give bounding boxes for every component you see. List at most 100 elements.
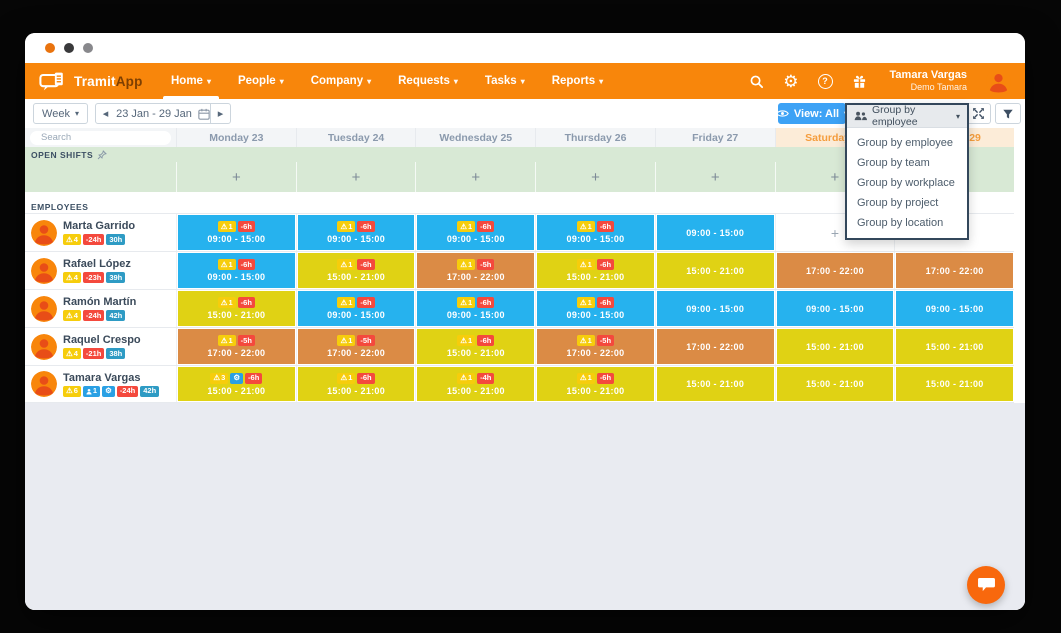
shift-cell[interactable]: ⚠ 1 -6h 09:00 - 15:00 [537, 291, 654, 326]
employee-name: Raquel Crespo [63, 334, 141, 346]
shift-cell[interactable]: ⚠ 1 -6h 15:00 - 21:00 [297, 367, 415, 401]
day-cell-slot: 15:00 - 21:00 [654, 252, 775, 289]
shift-cell[interactable]: ⚠ 1 -6h 09:00 - 15:00 [417, 215, 535, 250]
window-close-button[interactable] [45, 43, 55, 53]
employee-name: Marta Garrido [63, 220, 136, 232]
chat-widget-button[interactable] [967, 566, 1005, 604]
pin-icon[interactable] [97, 149, 108, 160]
nav-item-tasks[interactable]: Tasks ▾ [485, 63, 525, 99]
group-by-option-workplace[interactable]: Group by workplace [857, 177, 955, 189]
shift-cell[interactable]: ⚠ 1 -5h 17:00 - 22:00 [297, 329, 415, 364]
search-icon[interactable] [749, 74, 764, 89]
user-avatar[interactable] [986, 68, 1011, 94]
user-subtitle: Demo Tamara [910, 82, 967, 93]
next-week-button[interactable]: ▸ [210, 103, 231, 124]
shift-cell[interactable]: ⚠ 1 -6h 09:00 - 15:00 [297, 291, 415, 326]
window-zoom-button[interactable] [83, 43, 93, 53]
shift-cell[interactable]: 09:00 - 15:00 [896, 291, 1013, 326]
employee-cell[interactable]: Rafael López ⚠ 4 -23h 39h [25, 252, 176, 289]
group-by-option-project[interactable]: Group by project [857, 197, 939, 209]
shift-cell[interactable]: ⚠ 1 -6h 09:00 - 15:00 [178, 215, 295, 250]
shift-cell[interactable]: ⚠ 1 -6h 09:00 - 15:00 [178, 253, 295, 288]
add-open-shift-button[interactable]: + [654, 162, 775, 192]
gift-icon[interactable] [852, 74, 867, 89]
shift-cell[interactable]: ⚠ 1 -6h 09:00 - 15:00 [537, 215, 654, 250]
nav-item-reports[interactable]: Reports ▾ [552, 63, 603, 99]
warning-icon: ⚠ [220, 259, 228, 269]
period-selector-button[interactable]: Week ▾ [33, 103, 88, 124]
previous-week-button[interactable]: ◂ [95, 103, 116, 124]
shift-badges: ⚠ 1 -6h [217, 297, 255, 308]
group-by-option-employee[interactable]: Group by employee [857, 137, 953, 149]
shift-cell[interactable]: ⚠ 1 -6h 15:00 - 21:00 [178, 291, 295, 326]
nav-item-requests[interactable]: Requests ▾ [398, 63, 458, 99]
shift-cell[interactable]: 17:00 - 22:00 [896, 253, 1013, 288]
day-cell-slot: ⚠ 1 -6h 15:00 - 21:00 [295, 252, 416, 289]
search-input[interactable] [30, 130, 171, 145]
employee-cell[interactable]: Raquel Crespo ⚠ 4 -21h 38h [25, 328, 176, 365]
app-window: TramitApp Home ▾ People ▾ Company ▾ Requests ▾ T… [25, 33, 1025, 610]
negative-hours-badge: -6h [477, 297, 495, 308]
nav-item-home[interactable]: Home ▾ [163, 63, 219, 99]
shift-cell[interactable]: ⚠ 1 -6h 09:00 - 15:00 [417, 291, 535, 326]
shift-time: 09:00 - 15:00 [566, 234, 625, 244]
employee-cell[interactable]: Ramón Martín ⚠ 4 -24h 42h [25, 290, 176, 327]
nav-item-people[interactable]: People ▾ [238, 63, 284, 99]
add-open-shift-button[interactable]: + [774, 162, 895, 192]
brand-logo[interactable]: TramitApp [39, 71, 157, 92]
shift-cell[interactable]: 09:00 - 15:00 [656, 215, 774, 250]
group-by-option-team[interactable]: Group by team [857, 157, 930, 169]
day-header-monday: Monday 23 [176, 128, 296, 147]
date-range-button[interactable]: 23 Jan - 29 Jan [115, 103, 211, 124]
shift-time: 15:00 - 21:00 [925, 341, 984, 352]
shift-cell[interactable]: ⚠ 1 -6h 15:00 - 21:00 [417, 329, 535, 364]
filter-button[interactable] [995, 103, 1021, 124]
shift-time: 15:00 - 21:00 [686, 379, 745, 389]
shift-cell[interactable]: 15:00 - 21:00 [776, 367, 894, 401]
shift-cell[interactable]: ⚠ 1 -6h 15:00 - 21:00 [537, 253, 654, 288]
shift-cell[interactable]: 15:00 - 21:00 [656, 253, 774, 288]
shift-cell[interactable]: ⚠ 1 -5h 17:00 - 22:00 [537, 329, 654, 364]
shift-cell[interactable]: 17:00 - 22:00 [656, 329, 774, 364]
view-filter-button[interactable]: View: All▾ [776, 103, 848, 124]
calendar-icon [198, 108, 210, 120]
chevron-down-icon: ▾ [955, 111, 960, 121]
warning-badge: ⚠ 1 [337, 372, 356, 384]
shift-cell[interactable]: 17:00 - 22:00 [776, 253, 894, 288]
settings-gear-icon[interactable]: ⚙ [783, 71, 799, 91]
shift-time: 17:00 - 22:00 [207, 348, 266, 358]
shift-cell[interactable]: 15:00 - 21:00 [656, 367, 774, 401]
shift-cell[interactable]: 15:00 - 21:00 [896, 367, 1013, 401]
shift-cell[interactable]: ⚠ 1 -5h 17:00 - 22:00 [417, 253, 535, 288]
shift-cell[interactable]: 09:00 - 15:00 [776, 291, 894, 326]
shift-cell[interactable]: ⚠ 3 ⚙ -6h 15:00 - 21:00 [178, 367, 295, 401]
nav-item-company[interactable]: Company ▾ [311, 63, 371, 99]
shift-badges: ⚠ 1 -6h [576, 221, 615, 232]
group-by-toggle-button[interactable]: Group by employee ▾ [847, 104, 967, 128]
shift-cell[interactable]: ⚠ 1 -6h 15:00 - 21:00 [537, 367, 654, 401]
shift-cell[interactable]: ⚠ 1 -6h 15:00 - 21:00 [297, 253, 415, 288]
shift-cell[interactable]: ⚠ 1 -4h 15:00 - 21:00 [417, 367, 535, 401]
shift-cell[interactable]: 09:00 - 15:00 [656, 291, 774, 326]
day-cell-slot: 15:00 - 21:00 [774, 366, 895, 402]
day-cell-slot: ⚠ 1 -6h 15:00 - 21:00 [176, 290, 296, 327]
help-icon[interactable]: ? [817, 73, 833, 89]
employee-cell[interactable]: Marta Garrido ⚠ 4 -24h 30h [25, 214, 176, 251]
shift-badges: ⚠ 3 ⚙ -6h [210, 372, 263, 384]
employee-cell[interactable]: Tamara Vargas ⚠ 6 1 ⚙ -24h 42h [25, 366, 176, 402]
add-open-shift-button[interactable]: + [295, 162, 416, 192]
add-open-shift-button[interactable]: + [415, 162, 535, 192]
group-by-option-location[interactable]: Group by location [857, 217, 944, 229]
add-shift-button[interactable]: + [830, 224, 840, 241]
shift-cell[interactable]: ⚠ 1 -5h 17:00 - 22:00 [178, 329, 295, 364]
warning-icon: ⚠ [340, 221, 348, 231]
warning-icon: ⚠ [340, 297, 348, 307]
shift-cell[interactable]: 15:00 - 21:00 [776, 329, 894, 364]
shift-cell[interactable]: ⚠ 1 -6h 09:00 - 15:00 [297, 215, 415, 250]
window-minimize-button[interactable] [64, 43, 74, 53]
user-menu[interactable]: Tamara Vargas Demo Tamara [890, 69, 967, 93]
shift-cell[interactable]: 15:00 - 21:00 [896, 329, 1013, 364]
add-open-shift-button[interactable]: + [176, 162, 296, 192]
add-open-shift-button[interactable]: + [535, 162, 655, 192]
fullscreen-expand-button[interactable] [965, 103, 991, 124]
